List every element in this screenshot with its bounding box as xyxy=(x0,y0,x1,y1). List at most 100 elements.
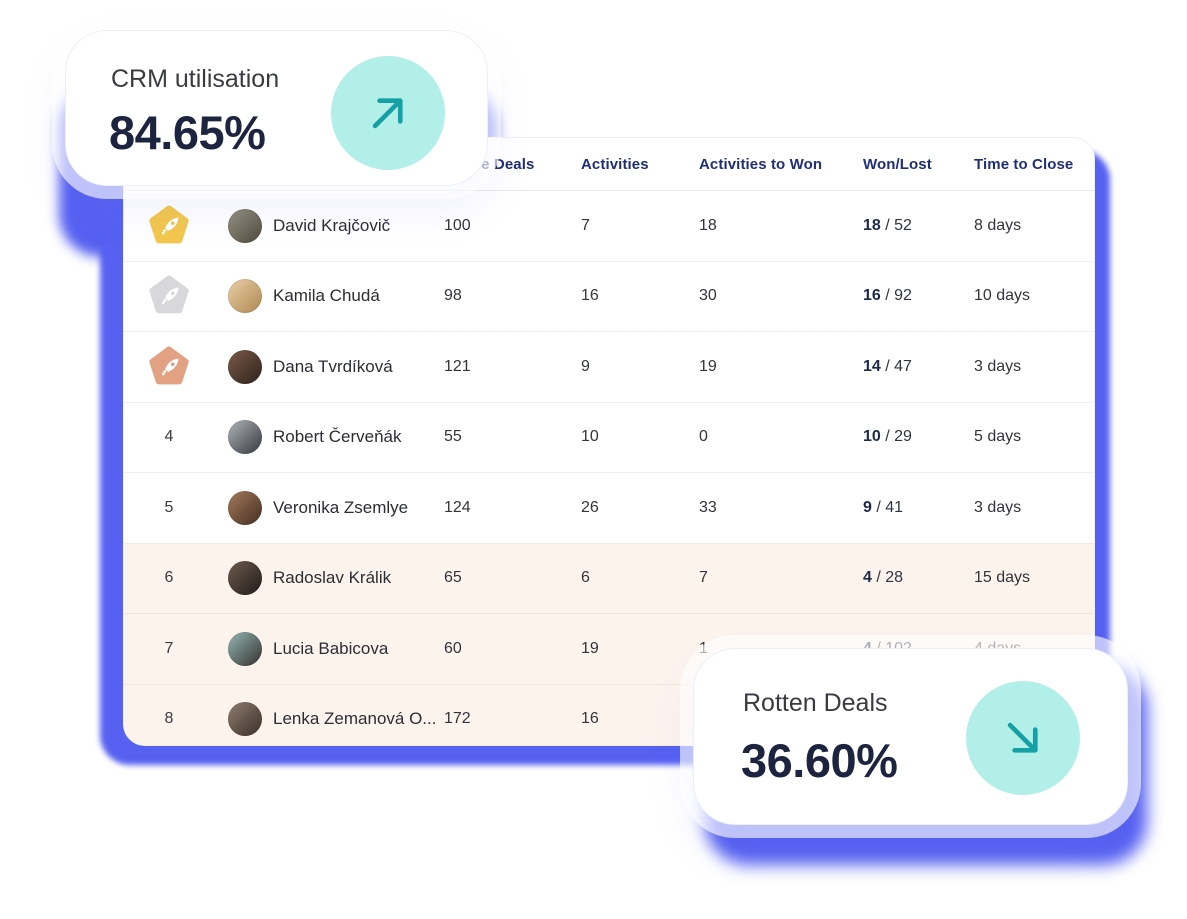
rank-badge-bronze xyxy=(149,346,189,385)
person-cell: Lenka Zemanová O... xyxy=(214,702,444,737)
rotten-card-value: 36.60% xyxy=(741,734,898,787)
active-deals-cell: 98 xyxy=(444,287,462,305)
crm-card-value: 84.65% xyxy=(109,106,266,159)
rank-cell xyxy=(124,275,214,317)
rank-badge-silver xyxy=(149,275,189,314)
active-deals-cell: 172 xyxy=(444,710,471,728)
lost-count: / 29 xyxy=(880,428,912,446)
won-count: 16 xyxy=(863,287,881,305)
time-to-close-cell: 3 days xyxy=(974,357,1022,375)
table-row[interactable]: David Krajčovič 100 7 18 18 / 52 8 days xyxy=(124,191,1094,261)
won-count: 10 xyxy=(863,428,881,446)
lost-count: / 28 xyxy=(871,569,904,587)
rank-cell xyxy=(124,205,214,247)
won-lost-cell: 10 / 29 xyxy=(863,428,974,446)
activities-cell: 10 xyxy=(581,428,599,446)
won-count: 14 xyxy=(863,357,881,375)
rank-cell: 5 xyxy=(124,499,214,517)
member-name: Kamila Chudá xyxy=(273,286,380,306)
rocket-icon xyxy=(161,287,179,305)
table-row[interactable]: 4 Robert Červeňák 55 10 0 10 / 29 5 days xyxy=(124,401,1094,472)
member-name: David Krajčovič xyxy=(273,215,391,235)
lost-count: / 41 xyxy=(871,498,904,516)
avatar xyxy=(228,561,262,596)
rank-cell: 7 xyxy=(124,640,214,658)
rank-cell: 4 xyxy=(124,428,214,446)
rank-number: 5 xyxy=(164,498,174,516)
person-cell: Robert Červeňák xyxy=(214,420,444,455)
activities-cell: 16 xyxy=(581,710,599,728)
time-to-close-cell: 8 days xyxy=(974,216,1022,234)
activities-cell: 16 xyxy=(581,287,599,305)
won-count: 4 xyxy=(863,569,872,587)
lost-count: / 47 xyxy=(880,357,912,375)
member-name: Veronika Zsemlye xyxy=(273,497,409,517)
member-name: Dana Tvrdíková xyxy=(273,356,393,376)
rank-number: 6 xyxy=(164,569,174,587)
rank-number: 7 xyxy=(164,639,174,657)
column-header-time-to-close: Time to Close xyxy=(974,155,1074,173)
table-row[interactable]: Kamila Chudá 98 16 30 16 / 92 10 days xyxy=(124,260,1094,331)
avatar xyxy=(228,490,262,525)
table-row[interactable]: 6 Radoslav Králik 65 6 7 4 / 28 15 days xyxy=(124,542,1094,613)
won-lost-cell: 18 / 52 xyxy=(863,217,974,235)
arrow-down-right-icon xyxy=(1007,722,1038,753)
active-deals-cell: 60 xyxy=(444,639,462,657)
rocket-icon xyxy=(161,217,179,235)
member-name: Lenka Zemanová O... xyxy=(273,709,437,729)
person-cell: Dana Tvrdíková xyxy=(214,349,444,384)
rotten-card-title: Rotten Deals xyxy=(743,689,888,717)
arrow-up-right-icon xyxy=(372,98,403,129)
avatar xyxy=(228,702,262,737)
active-deals-cell: 100 xyxy=(444,216,471,234)
person-cell: Kamila Chudá xyxy=(214,279,444,314)
member-name: Radoslav Králik xyxy=(273,568,392,588)
won-count: 9 xyxy=(863,498,872,516)
avatar xyxy=(228,349,262,384)
table-body: David Krajčovič 100 7 18 18 / 52 8 days xyxy=(124,191,1094,745)
rank-number: 8 xyxy=(164,710,174,728)
avatar xyxy=(228,631,262,666)
person-cell: Veronika Zsemlye xyxy=(214,490,444,525)
activities-to-won-cell: 7 xyxy=(699,569,708,587)
time-to-close-cell: 10 days xyxy=(974,287,1031,305)
won-lost-cell: 9 / 41 xyxy=(863,499,974,517)
avatar xyxy=(228,420,262,455)
activities-to-won-cell: 33 xyxy=(699,498,717,516)
activities-cell: 7 xyxy=(581,216,590,234)
active-deals-cell: 124 xyxy=(444,498,471,516)
lost-count: / 92 xyxy=(880,287,912,305)
time-to-close-cell: 5 days xyxy=(974,428,1022,446)
activities-cell: 19 xyxy=(581,639,599,657)
won-lost-cell: 4 / 28 xyxy=(863,569,974,587)
trend-circle xyxy=(966,681,1080,795)
activities-to-won-cell: 0 xyxy=(699,428,708,446)
rank-cell: 6 xyxy=(124,569,214,587)
rank-cell xyxy=(124,346,214,388)
time-to-close-cell: 3 days xyxy=(974,498,1022,516)
rotten-deals-card: Rotten Deals 36.60% xyxy=(693,648,1128,825)
column-header-won-lost: Won/Lost xyxy=(863,155,932,173)
active-deals-cell: 65 xyxy=(444,569,462,587)
table-row[interactable]: Dana Tvrdíková 121 9 19 14 / 47 3 days xyxy=(124,331,1094,402)
avatar xyxy=(228,279,262,314)
activities-to-won-cell: 19 xyxy=(699,357,717,375)
rocket-icon xyxy=(161,358,179,376)
activities-to-won-cell: 18 xyxy=(699,216,717,234)
rank-number: 4 xyxy=(164,428,174,446)
activities-to-won-cell: 1 xyxy=(699,639,708,657)
trend-circle xyxy=(331,56,445,170)
member-name: Lucia Babicova xyxy=(273,638,389,658)
avatar xyxy=(228,208,262,243)
won-lost-cell: 14 / 47 xyxy=(863,358,974,376)
activities-cell: 6 xyxy=(581,569,590,587)
won-lost-cell: 16 / 92 xyxy=(863,287,974,305)
won-count: 18 xyxy=(863,216,881,234)
activities-cell: 9 xyxy=(581,357,590,375)
rank-cell: 8 xyxy=(124,710,214,728)
crm-card-title: CRM utilisation xyxy=(111,65,280,93)
activities-cell: 26 xyxy=(581,498,599,516)
table-row[interactable]: 5 Veronika Zsemlye 124 26 33 9 / 41 3 da… xyxy=(124,472,1094,543)
person-cell: Lucia Babicova xyxy=(214,631,444,666)
active-deals-cell: 121 xyxy=(444,357,471,375)
